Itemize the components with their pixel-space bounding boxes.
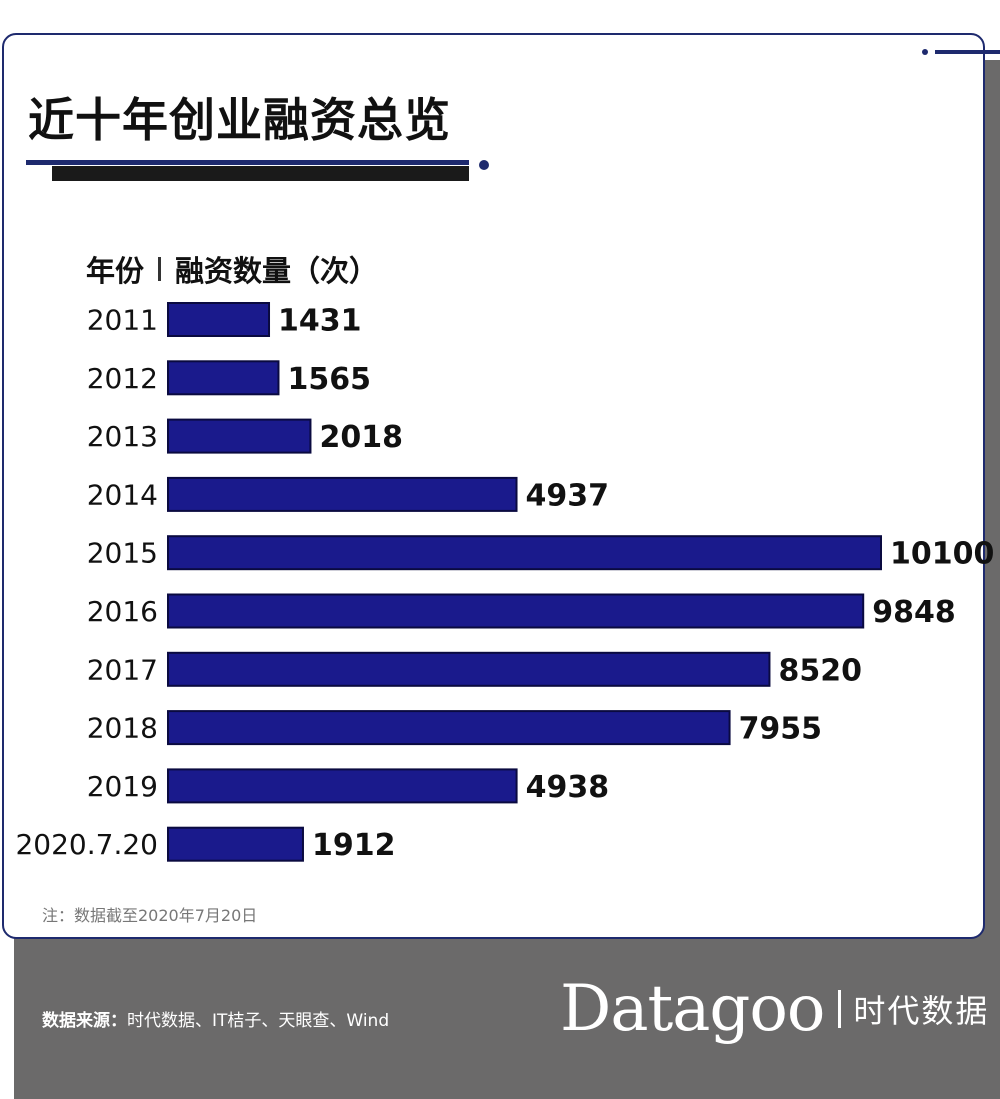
year-label: 2014 xyxy=(87,478,158,511)
title-dot-decoration xyxy=(479,160,489,170)
brand-name: 时代数据 xyxy=(853,992,990,1030)
value-label: 2018 xyxy=(319,420,403,455)
bar xyxy=(167,768,518,804)
bar xyxy=(167,360,280,396)
title-underline-black xyxy=(52,166,469,181)
bar xyxy=(167,651,771,687)
year-label: 2017 xyxy=(87,653,158,686)
value-label: 1431 xyxy=(278,304,362,339)
year-label: 2018 xyxy=(87,712,158,745)
value-label: 7955 xyxy=(739,712,823,747)
column-header: 年份 融资数量（次） xyxy=(86,248,378,290)
bar xyxy=(167,302,271,337)
title-underline-blue xyxy=(26,160,469,165)
bar xyxy=(167,418,312,454)
bar xyxy=(167,593,865,629)
year-label: 2011 xyxy=(87,304,158,337)
datagoo-logo: Datagoo xyxy=(560,972,825,1046)
year-label: 2020.7.20 xyxy=(15,828,158,861)
value-column-label: 融资数量（次） xyxy=(175,254,379,288)
bar xyxy=(167,826,304,862)
header-separator xyxy=(158,257,162,281)
year-label: 2019 xyxy=(87,770,158,803)
value-label: 10100 xyxy=(890,537,994,572)
source-text: 时代数据、IT桔子、天眼查、Wind xyxy=(127,1011,390,1031)
corner-dot-decoration xyxy=(922,49,928,55)
value-label: 8520 xyxy=(778,653,862,688)
bar xyxy=(167,535,882,571)
value-label: 9848 xyxy=(872,595,956,630)
value-label: 1565 xyxy=(287,362,371,397)
year-column-label: 年份 xyxy=(86,254,145,288)
year-label: 2015 xyxy=(87,537,158,570)
bar xyxy=(167,710,731,746)
data-source: 数据来源：时代数据、IT桔子、天眼查、Wind xyxy=(42,1006,389,1031)
source-label: 数据来源： xyxy=(42,1011,127,1031)
brand: Datagoo 时代数据 xyxy=(560,972,989,1046)
year-label: 2012 xyxy=(87,362,158,395)
data-note: 注：数据截至2020年7月20日 xyxy=(42,906,258,925)
bar xyxy=(167,476,518,512)
brand-separator xyxy=(838,990,842,1028)
value-label: 4938 xyxy=(526,770,610,805)
value-label: 1912 xyxy=(312,828,396,863)
year-label: 2013 xyxy=(87,420,158,453)
chart-title: 近十年创业融资总览 xyxy=(28,93,451,147)
year-label: 2016 xyxy=(87,595,158,628)
value-label: 4937 xyxy=(526,478,610,513)
corner-line-decoration xyxy=(935,50,1000,54)
bar-chart: 2011 1431 2012 1565 2013 2018 2014 4937 2015 1010… xyxy=(15,302,994,863)
